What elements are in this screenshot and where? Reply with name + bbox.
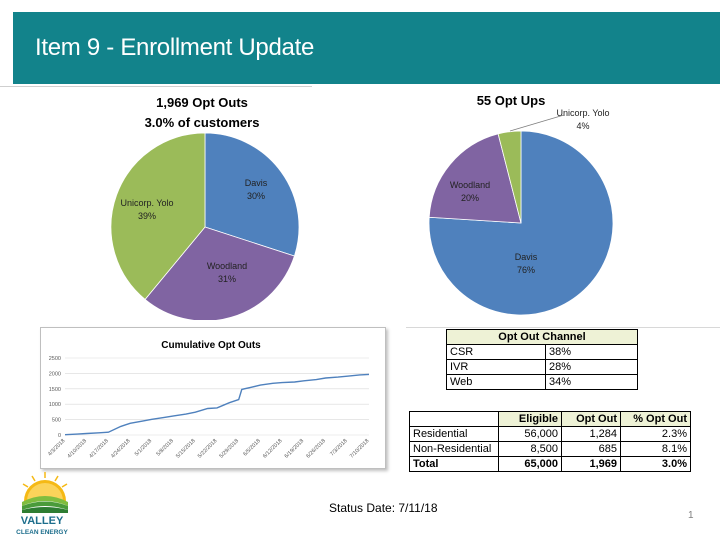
opt-out-channel-table: Opt Out Channel CSR 38% IVR 28% Web 34%: [446, 329, 638, 390]
y-tick-label: 0: [58, 433, 61, 439]
title-bar: Item 9 - Enrollment Update: [13, 12, 720, 84]
logo-mark: [22, 472, 68, 513]
pct-cell: 8.1%: [620, 441, 691, 457]
pie1-label-davis: Davis: [245, 178, 268, 188]
x-tick-label: 5/22/2018: [197, 438, 219, 460]
pie1-subtitle: 3.0% of customers: [145, 115, 260, 130]
pie1-pct-unicorp-yolo: 39%: [138, 211, 156, 221]
x-tick-label: 5/15/2018: [175, 438, 197, 460]
eligibility-table: Eligible Opt Out % Opt Out Residential 5…: [409, 411, 691, 472]
x-tick-label: 5/1/2018: [134, 438, 153, 457]
x-tick-label: 6/5/2018: [242, 438, 261, 457]
pie2-pct-woodland: 20%: [461, 193, 479, 203]
table-row: IVR 28%: [446, 359, 638, 375]
pct-cell: 2.3%: [620, 426, 691, 442]
opt-ups-pie-chart: 55 Opt Ups Davis 76% Woodland 20% Unicorp. Y…: [428, 93, 614, 316]
channel-label: Web: [446, 374, 546, 390]
channel-table-title: Opt Out Channel: [446, 329, 638, 345]
x-tick-label: 7/3/2018: [329, 438, 348, 457]
row-label: Total: [409, 456, 499, 472]
pie2-pct-davis: 76%: [517, 265, 535, 275]
x-tick-label: 4/17/2018: [88, 438, 110, 460]
table-row: CSR 38%: [446, 344, 638, 360]
logo-text-valley: VALLEY: [21, 515, 64, 527]
pie2-pct-unicorp-yolo: 4%: [576, 121, 589, 131]
slide-title: Item 9 - Enrollment Update: [35, 34, 314, 61]
x-tick-label: 5/29/2018: [219, 438, 241, 460]
x-tick-label: 5/8/2018: [156, 438, 175, 457]
channel-value: 28%: [545, 359, 638, 375]
table-row: Residential 56,000 1,284 2.3%: [409, 426, 691, 442]
row-label: Residential: [409, 426, 499, 442]
opt-out-cell: 1,969: [561, 456, 621, 472]
y-tick-label: 2000: [49, 371, 61, 377]
y-tick-label: 1000: [49, 402, 61, 408]
y-tick-label: 1500: [49, 387, 61, 393]
divider-right: [406, 327, 720, 328]
opt-outs-series-line: [64, 373, 370, 436]
pie2-slice-unicorp-yolo: [497, 130, 522, 224]
divider-left: [0, 86, 312, 87]
pie1-pct-woodland: 31%: [218, 274, 236, 284]
status-date: Status Date: 7/11/18: [329, 501, 438, 515]
opt-out-cell: 1,284: [561, 426, 621, 442]
pie1-slice-davis: [204, 132, 300, 257]
opt-outs-pie-chart: 1,969 Opt Outs 3.0% of customers Davis 30…: [110, 95, 300, 320]
pie1-slice-unicorp-yolo: [110, 132, 206, 300]
table-header-eligible: Eligible: [498, 411, 562, 427]
logo-text-clean-energy: CLEAN ENERGY: [16, 529, 68, 536]
pie1-pct-davis: 30%: [247, 191, 265, 201]
eligible-cell: 65,000: [498, 456, 562, 472]
pct-cell: 3.0%: [620, 456, 691, 472]
x-tick-label: 6/19/2018: [284, 438, 306, 460]
table-row: Non-Residential 8,500 685 8.1%: [409, 441, 691, 457]
pie2-label-davis: Davis: [515, 252, 538, 262]
pie1-label-woodland: Woodland: [207, 261, 247, 271]
pie2-leader-line: [509, 114, 565, 132]
eligible-cell: 56,000: [498, 426, 562, 442]
pie2-slice-woodland: [428, 133, 522, 224]
channel-value: 34%: [545, 374, 638, 390]
x-tick-label: 4/3/2018: [47, 438, 66, 457]
table-row: Web 34%: [446, 374, 638, 390]
valley-clean-energy-logo: VALLEY CLEAN ENERGY: [16, 472, 68, 536]
eligible-cell: 8,500: [498, 441, 562, 457]
opt-out-cell: 685: [561, 441, 621, 457]
x-tick-label: 6/12/2018: [262, 438, 284, 460]
y-tick-label: 2500: [49, 356, 61, 362]
row-label: Non-Residential: [409, 441, 499, 457]
line-chart-title: Cumulative Opt Outs: [161, 340, 261, 351]
x-tick-label: 7/10/2018: [349, 438, 371, 460]
pie1-label-unicorp-yolo: Unicorp. Yolo: [120, 198, 173, 208]
pie1-title: 1,969 Opt Outs: [156, 95, 248, 110]
pie2-title: 55 Opt Ups: [477, 93, 546, 108]
channel-label: IVR: [446, 359, 546, 375]
x-tick-label: 4/10/2018: [67, 438, 89, 460]
x-tick-label: 4/24/2018: [110, 438, 132, 460]
channel-label: CSR: [446, 344, 546, 360]
pie1-slice-woodland: [144, 226, 295, 320]
table-header-blank: [409, 411, 499, 427]
table-header-opt-out: Opt Out: [561, 411, 621, 427]
table-header-pct-opt-out: % Opt Out: [620, 411, 691, 427]
line-chart-svg: Cumulative Opt Outs 0 500 1000 1500 2000 2500…: [47, 340, 371, 460]
table-row-total: Total 65,000 1,969 3.0%: [409, 456, 691, 472]
x-tick-label: 6/26/2018: [305, 438, 327, 460]
pie2-label-woodland: Woodland: [450, 180, 490, 190]
cumulative-opt-outs-chart: Cumulative Opt Outs 0 500 1000 1500 2000 2500…: [40, 327, 386, 469]
page-number: 1: [688, 510, 694, 521]
pie2-label-unicorp-yolo: Unicorp. Yolo: [556, 108, 609, 118]
y-tick-label: 500: [52, 418, 61, 424]
channel-value: 38%: [545, 344, 638, 360]
